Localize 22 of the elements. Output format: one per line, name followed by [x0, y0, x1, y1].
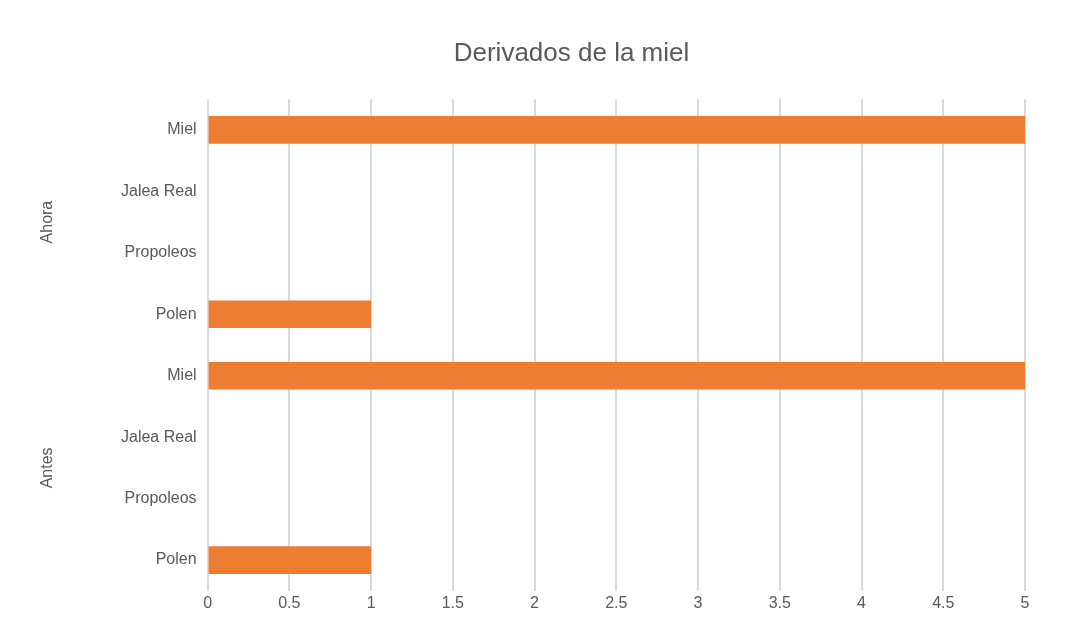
x-tick-label: 5: [1020, 593, 1030, 611]
y-tick-label: Jalea Real: [120, 427, 197, 445]
text: Antes: [38, 447, 56, 489]
y-tick-label: Miel: [167, 120, 197, 138]
y-tick-label: Propoleos: [124, 243, 197, 261]
x-tick-label: 1.5: [441, 593, 465, 611]
x-tick-label: 4: [857, 593, 867, 611]
x-tick-label: 2.5: [605, 593, 628, 611]
chart-title: Derivados de la miel: [453, 36, 690, 67]
x-tick-label: 2: [530, 593, 540, 611]
y-tick-label: Miel: [167, 366, 197, 384]
y-tick-label: Polen: [155, 304, 197, 322]
x-tick-label: 0: [203, 593, 213, 611]
x-tick-label: 3.5: [768, 593, 791, 611]
x-tick-label: 0.5: [278, 593, 301, 611]
y-tick-label: Jalea Real: [120, 181, 197, 199]
y-tick-label: Propoleos: [124, 489, 197, 507]
x-tick-label: 3: [693, 593, 703, 611]
x-tick-label: 1: [366, 593, 376, 611]
x-tick-label: 4.5: [932, 593, 955, 611]
text: Ahora: [38, 200, 56, 244]
y-tick-label: Polen: [155, 550, 197, 568]
